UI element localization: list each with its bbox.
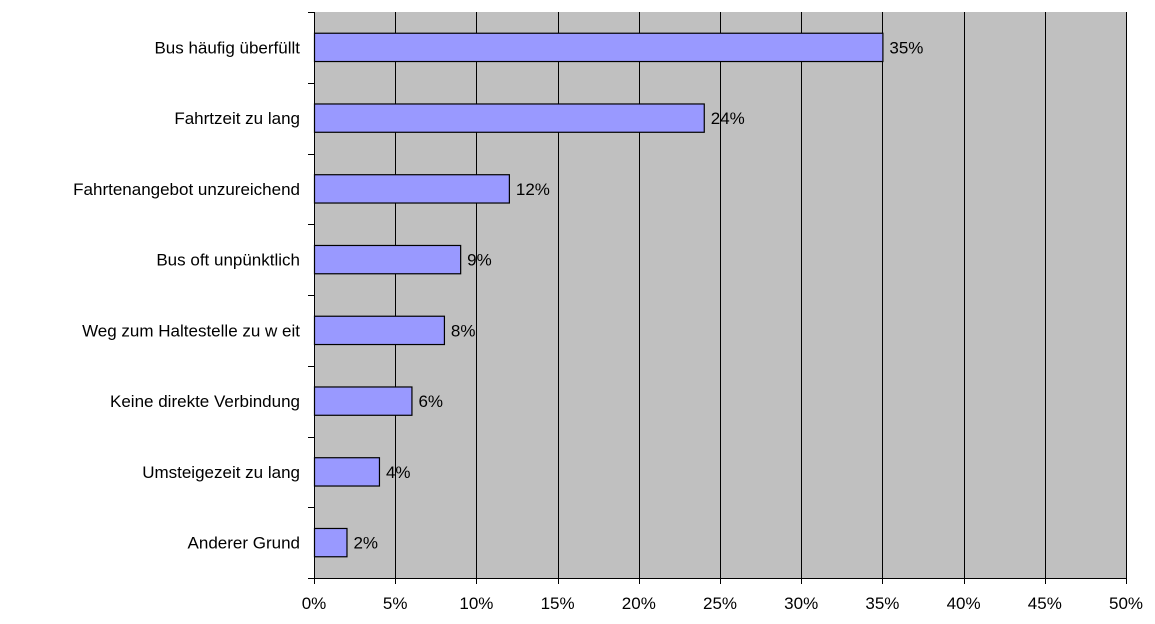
x-tick-label: 40%	[947, 594, 981, 613]
x-tick-label: 10%	[459, 594, 493, 613]
bar-value-label: 24%	[711, 109, 745, 128]
x-tick-label: 45%	[1028, 594, 1062, 613]
category-label: Keine direkte Verbindung	[110, 392, 300, 411]
x-tick-label: 5%	[383, 594, 408, 613]
x-tick-label: 25%	[703, 594, 737, 613]
bar	[313, 315, 446, 346]
bar	[313, 32, 884, 63]
bar-value-label: 35%	[889, 38, 923, 57]
category-label: Weg zum Haltestelle zu w eit	[82, 321, 300, 340]
x-tick-label: 20%	[622, 594, 656, 613]
category-label: Bus oft unpünktlich	[156, 251, 300, 270]
bar	[313, 174, 510, 204]
category-label: Fahrtenangebot unzureichend	[73, 180, 300, 199]
bar	[313, 386, 413, 416]
category-label: Fahrtzeit zu lang	[174, 109, 300, 128]
bar-value-label: 12%	[516, 180, 550, 199]
bar	[313, 103, 705, 133]
bar	[313, 244, 462, 275]
x-tick-label: 0%	[302, 594, 327, 613]
category-label: Bus häufig überfüllt	[154, 38, 300, 57]
bar-value-label: 9%	[467, 251, 492, 270]
x-tick-label: 35%	[865, 594, 899, 613]
labels: 0% 5% 10% 15% 20% 25% 30% 35% 40% 45% 50% Bus häufi…	[73, 38, 1143, 613]
bar-value-label: 6%	[418, 392, 443, 411]
bar-value-label: 8%	[451, 321, 476, 340]
category-label: Umsteigezeit zu lang	[142, 463, 300, 482]
x-tick-label: 50%	[1109, 594, 1143, 613]
bar-value-label: 4%	[386, 463, 411, 482]
category-label: Anderer Grund	[188, 534, 300, 553]
bar-value-label: 2%	[353, 534, 378, 553]
bar	[313, 457, 381, 487]
x-tick-label: 15%	[541, 594, 575, 613]
bar	[313, 527, 348, 558]
bars	[313, 32, 884, 558]
axes	[308, 12, 1127, 584]
x-tick-label: 30%	[784, 594, 818, 613]
